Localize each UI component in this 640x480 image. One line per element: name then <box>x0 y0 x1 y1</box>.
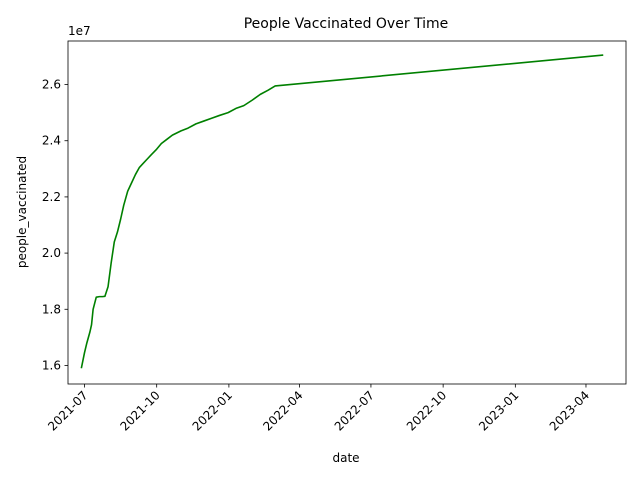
y-tick-label: 2.4 <box>42 134 61 148</box>
y-tick-label: 1.6 <box>42 358 61 372</box>
chart-title: People Vaccinated Over Time <box>244 16 449 32</box>
y-axis-label: people_vaccinated <box>15 156 29 268</box>
x-tick-label: 2023-04 <box>547 388 592 433</box>
x-tick-label: 2022-01 <box>190 388 235 433</box>
y-tick-label: 2.0 <box>42 246 61 260</box>
y-tick-label: 2.2 <box>42 190 61 204</box>
series-line-people-vaccinated <box>80 54 604 369</box>
x-axis-ticks: 2021-07 2021-10 2022-01 2022-04 2022-07 2022-… <box>45 384 592 434</box>
x-tick-label: 2022-04 <box>260 388 305 433</box>
x-axis-label: date <box>332 451 359 465</box>
x-tick-label: 2021-07 <box>45 388 90 433</box>
y-tick-label: 1.8 <box>42 302 61 316</box>
x-tick-label: 2022-10 <box>404 388 449 433</box>
x-tick-label: 2022-07 <box>332 388 377 433</box>
x-tick-label: 2023-01 <box>476 388 521 433</box>
plot-frame <box>67 40 627 385</box>
x-tick-label: 2021-10 <box>117 388 162 433</box>
y-axis-ticks: 1.6 1.8 2.0 2.2 2.4 2.6 <box>42 78 68 372</box>
y-offset-label: 1e7 <box>68 24 91 38</box>
y-tick-label: 2.6 <box>42 78 61 92</box>
